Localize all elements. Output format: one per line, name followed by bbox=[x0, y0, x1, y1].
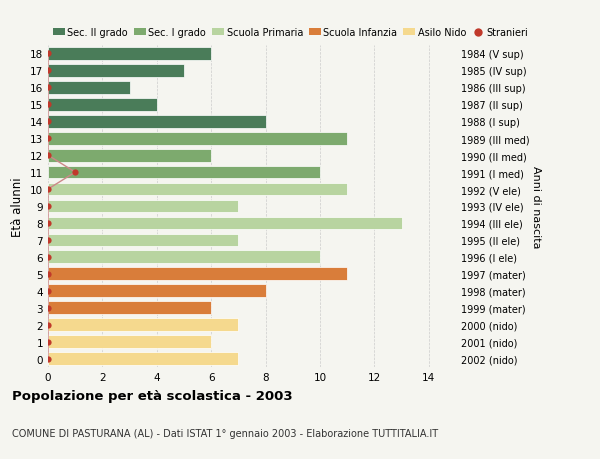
Bar bbox=[48, 302, 211, 314]
Bar bbox=[48, 166, 320, 179]
Bar bbox=[48, 65, 184, 78]
Bar bbox=[48, 268, 347, 280]
Bar bbox=[48, 82, 130, 95]
Bar bbox=[48, 251, 320, 263]
Bar bbox=[48, 217, 401, 230]
Bar bbox=[48, 48, 211, 61]
Bar bbox=[48, 116, 266, 129]
Text: COMUNE DI PASTURANA (AL) - Dati ISTAT 1° gennaio 2003 - Elaborazione TUTTITALIA.: COMUNE DI PASTURANA (AL) - Dati ISTAT 1°… bbox=[12, 428, 438, 438]
Bar bbox=[48, 200, 238, 213]
Bar bbox=[48, 234, 238, 247]
Bar bbox=[48, 353, 238, 365]
Bar bbox=[48, 336, 211, 348]
Bar bbox=[48, 319, 238, 331]
Legend: Sec. II grado, Sec. I grado, Scuola Primaria, Scuola Infanzia, Asilo Nido, Stran: Sec. II grado, Sec. I grado, Scuola Prim… bbox=[53, 28, 529, 38]
Y-axis label: Anni di nascita: Anni di nascita bbox=[530, 165, 541, 248]
Y-axis label: Età alunni: Età alunni bbox=[11, 177, 25, 236]
Bar bbox=[48, 183, 347, 196]
Bar bbox=[48, 150, 211, 162]
Bar bbox=[48, 99, 157, 112]
Text: Popolazione per età scolastica - 2003: Popolazione per età scolastica - 2003 bbox=[12, 389, 293, 403]
Bar bbox=[48, 133, 347, 145]
Bar bbox=[48, 285, 266, 297]
